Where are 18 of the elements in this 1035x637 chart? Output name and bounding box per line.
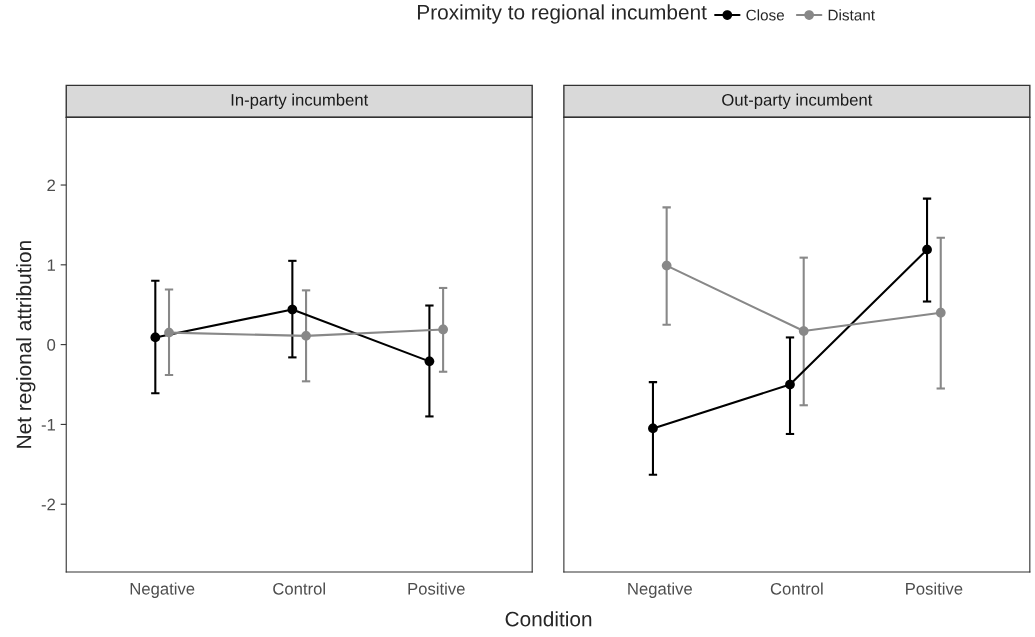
y-tick-label: -1	[41, 418, 56, 431]
x-tick-label: Control	[273, 582, 325, 595]
y-tick-label: 2	[47, 179, 55, 192]
x-axis-title: Condition	[505, 611, 592, 627]
legend-label: Close	[746, 9, 785, 21]
chart-title: Out-party incumbent	[722, 93, 873, 110]
chart-title: In-party incumbent	[231, 93, 369, 110]
x-tick-label: Positive	[906, 582, 963, 595]
y-tick-label: 1	[47, 259, 56, 271]
x-tick-label: Negative	[130, 582, 195, 598]
y-tick-label: 0	[47, 339, 56, 351]
legend-label: Distant	[828, 9, 875, 21]
y-tick-label: -2	[41, 498, 55, 511]
x-tick-label: Control	[770, 582, 823, 595]
y-axis-title: Net regional attribution	[16, 241, 36, 448]
x-tick-label: Negative	[628, 582, 692, 598]
x-tick-label: Positive	[408, 582, 465, 595]
legend-title: Proximity to regional incumbent	[417, 4, 707, 24]
